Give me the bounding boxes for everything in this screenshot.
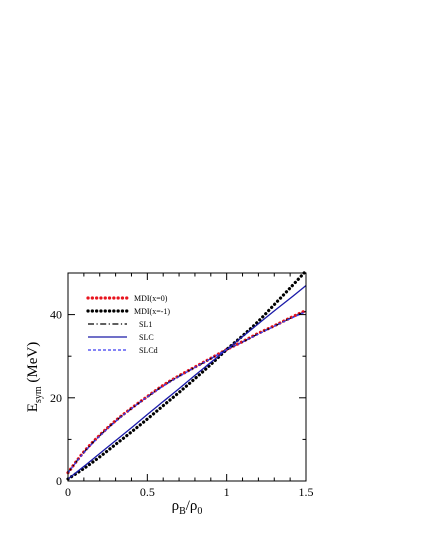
series-line-4 [67, 311, 307, 474]
series-line-3 [67, 284, 307, 480]
x-axis-label-slash: /ρ [186, 498, 198, 514]
legend-label-1: MDI(x=-1) [134, 307, 170, 316]
ticks-layer: 0 0.5 1 1.5 0 20 40 [50, 273, 314, 499]
legend-label-4: SLCd [139, 346, 158, 355]
series-layer [66, 269, 308, 481]
x-axis-label-sub1: B [179, 506, 186, 517]
x-axis-label-main: ρ [172, 498, 180, 514]
legend-label-3: SLC [139, 333, 154, 342]
y-tick-label: 0 [56, 474, 62, 488]
x-axis-label: ρB/ρ0 [172, 498, 203, 517]
series-line-2 [67, 310, 307, 474]
x-tick-label: 1.5 [299, 485, 314, 499]
y-axis-label: Esym (MeV) [25, 342, 44, 412]
x-axis-label-sub2: 0 [197, 506, 202, 517]
y-axis-label-unit: (MeV) [25, 342, 41, 387]
y-axis-label-sub: sym [33, 386, 44, 403]
series-line-1 [66, 269, 308, 481]
y-tick-label: 20 [50, 391, 62, 405]
x-tick-label: 0.5 [140, 485, 155, 499]
y-tick-label: 40 [50, 308, 62, 322]
legend-label-2: SL1 [139, 320, 152, 329]
x-tick-label: 0 [65, 485, 71, 499]
legend: MDI(x=0) MDI(x=-1) SL1 SLC SLCd [86, 294, 170, 355]
y-axis-label-main: E [25, 403, 41, 412]
series-line-0 [66, 308, 308, 475]
legend-label-0: MDI(x=0) [134, 294, 168, 303]
plot-frame [67, 272, 307, 482]
x-tick-label: 1 [224, 485, 230, 499]
